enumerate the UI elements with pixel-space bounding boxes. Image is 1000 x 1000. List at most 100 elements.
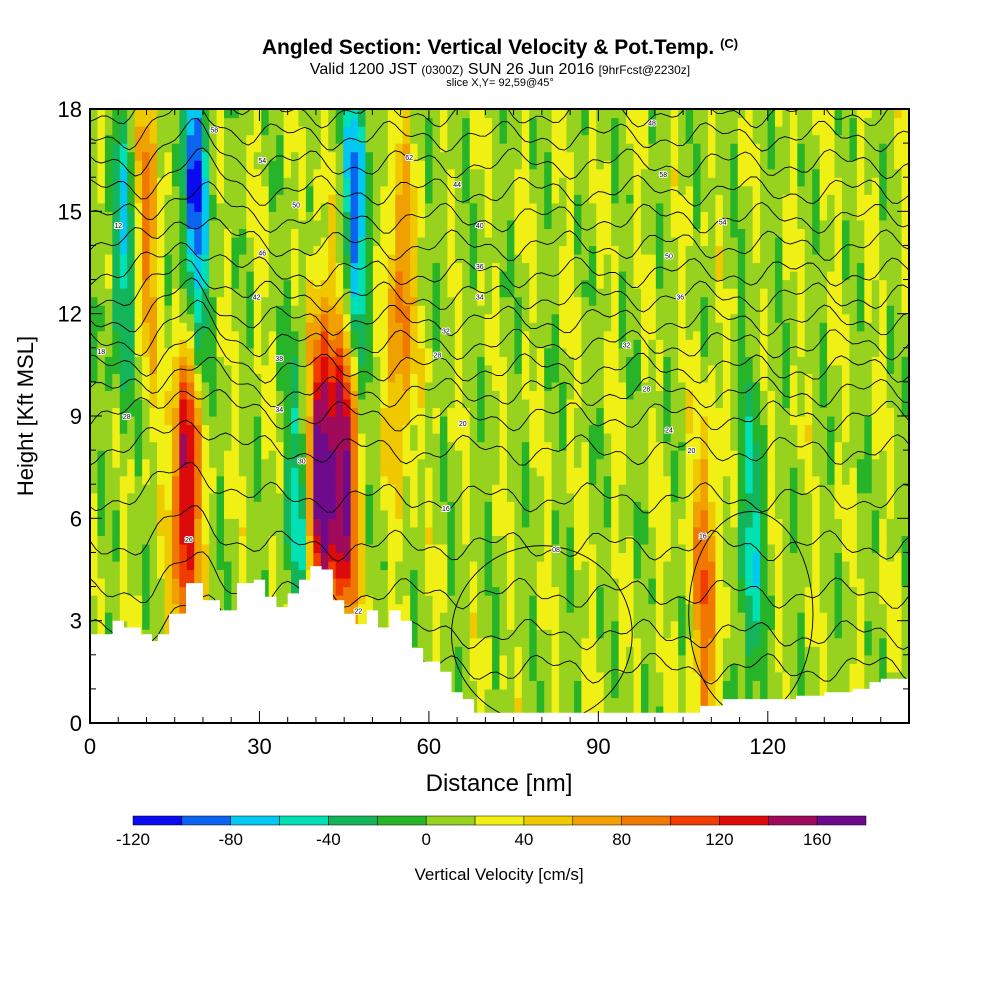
velocity-cell	[305, 424, 314, 434]
velocity-cell	[343, 160, 352, 170]
velocity-cell	[194, 441, 203, 451]
velocity-cell	[283, 305, 292, 315]
velocity-cell	[119, 211, 128, 221]
velocity-cell	[261, 424, 270, 434]
velocity-cell	[439, 117, 448, 127]
velocity-cell	[477, 603, 486, 613]
velocity-cell	[432, 492, 441, 502]
velocity-cell	[194, 390, 203, 400]
velocity-cell	[179, 262, 188, 272]
velocity-cell	[238, 126, 247, 136]
velocity-cell	[328, 407, 337, 417]
velocity-cell	[320, 211, 329, 221]
velocity-cell	[335, 458, 344, 468]
velocity-cell	[127, 501, 136, 511]
velocity-cell	[499, 654, 508, 664]
velocity-cell	[425, 433, 434, 443]
velocity-cell	[469, 578, 478, 588]
velocity-cell	[112, 586, 121, 596]
velocity-cell	[104, 373, 113, 383]
velocity-cell	[402, 526, 411, 536]
velocity-cell	[425, 467, 434, 477]
velocity-cell	[253, 126, 262, 136]
velocity-cell	[238, 535, 247, 545]
velocity-cell	[268, 168, 277, 178]
velocity-cell	[410, 390, 419, 400]
velocity-cell	[454, 509, 463, 519]
velocity-cell	[231, 126, 240, 136]
velocity-cell	[410, 185, 419, 195]
velocity-cell	[387, 185, 396, 195]
velocity-cell	[291, 552, 300, 562]
velocity-cell	[283, 433, 292, 443]
velocity-cell	[201, 356, 210, 366]
velocity-cell	[566, 134, 575, 144]
velocity-cell	[104, 586, 113, 596]
velocity-cell	[573, 637, 582, 647]
velocity-cell	[395, 578, 404, 588]
velocity-cell	[551, 109, 560, 119]
velocity-cell	[410, 117, 419, 127]
velocity-cell	[194, 518, 203, 528]
velocity-cell	[283, 416, 292, 426]
velocity-cell	[276, 441, 285, 451]
velocity-cell	[477, 433, 486, 443]
velocity-cell	[335, 441, 344, 451]
velocity-cell	[588, 185, 597, 195]
velocity-cell	[134, 160, 143, 170]
velocity-cell	[544, 509, 553, 519]
velocity-cell	[134, 202, 143, 212]
velocity-cell	[358, 330, 367, 340]
velocity-cell	[171, 160, 180, 170]
velocity-cell	[313, 450, 322, 460]
velocity-cell	[350, 330, 359, 340]
velocity-cell	[253, 296, 262, 306]
velocity-cell	[380, 398, 389, 409]
velocity-cell	[246, 347, 255, 357]
velocity-cell	[350, 262, 359, 272]
velocity-cell	[216, 339, 225, 349]
velocity-cell	[559, 271, 568, 281]
velocity-cell	[365, 543, 374, 554]
velocity-cell	[462, 356, 471, 366]
velocity-cell	[164, 339, 173, 349]
velocity-cell	[298, 433, 307, 443]
velocity-cell	[142, 390, 151, 400]
velocity-cell	[291, 560, 300, 571]
velocity-cell	[320, 109, 329, 119]
velocity-cell	[335, 433, 344, 443]
velocity-cell	[544, 458, 553, 468]
velocity-cell	[439, 143, 448, 153]
velocity-cell	[261, 160, 270, 170]
velocity-cell	[328, 339, 337, 349]
velocity-cell	[477, 705, 486, 716]
velocity-cell	[521, 305, 530, 315]
velocity-cell	[447, 398, 456, 409]
velocity-cell	[454, 390, 463, 400]
velocity-cell	[90, 381, 99, 392]
velocity-cell	[104, 279, 113, 289]
velocity-cell	[268, 518, 277, 528]
velocity-cell	[417, 330, 426, 340]
velocity-cell	[253, 168, 262, 178]
velocity-cell	[276, 202, 285, 212]
velocity-cell	[224, 407, 233, 417]
velocity-cell	[313, 271, 322, 281]
velocity-cell	[350, 501, 359, 511]
velocity-cell	[588, 552, 597, 562]
velocity-cell	[112, 509, 121, 519]
velocity-cell	[216, 245, 225, 255]
velocity-cell	[253, 356, 262, 366]
velocity-cell	[551, 168, 560, 178]
velocity-cell	[439, 211, 448, 221]
velocity-cell	[350, 228, 359, 238]
velocity-cell	[358, 560, 367, 571]
velocity-cell	[164, 603, 173, 613]
velocity-cell	[343, 467, 352, 477]
velocity-cell	[506, 433, 515, 443]
velocity-cell	[164, 526, 173, 536]
velocity-cell	[544, 236, 553, 247]
velocity-cell	[462, 211, 471, 221]
velocity-cell	[514, 518, 523, 528]
velocity-cell	[305, 518, 314, 528]
